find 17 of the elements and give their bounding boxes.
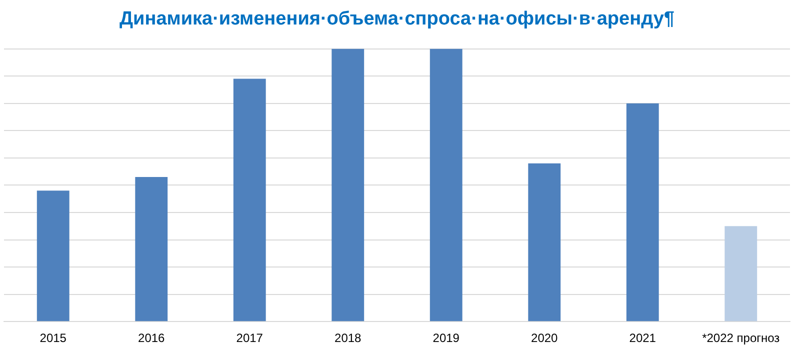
x-tick-label: 2017 <box>236 331 264 346</box>
bar <box>135 177 168 322</box>
bar <box>233 78 266 322</box>
x-tick-label: *2022 прогноз <box>702 331 780 346</box>
bar <box>724 226 758 322</box>
x-tick-label: 2016 <box>138 331 166 346</box>
bar <box>626 103 659 322</box>
x-tick-label: 2021 <box>629 331 656 346</box>
bar <box>528 163 561 322</box>
x-tick-label: 2015 <box>40 331 67 346</box>
x-tick-label: 2020 <box>531 331 558 346</box>
bar <box>36 190 70 322</box>
chart-title: Динамика·изменения·объема·спроса·на·офисы·в·аренду¶ <box>120 8 674 30</box>
bar <box>332 48 364 322</box>
x-tick-label: 2019 <box>432 331 460 346</box>
x-tick-label: 2018 <box>334 331 362 346</box>
bar <box>430 48 462 322</box>
